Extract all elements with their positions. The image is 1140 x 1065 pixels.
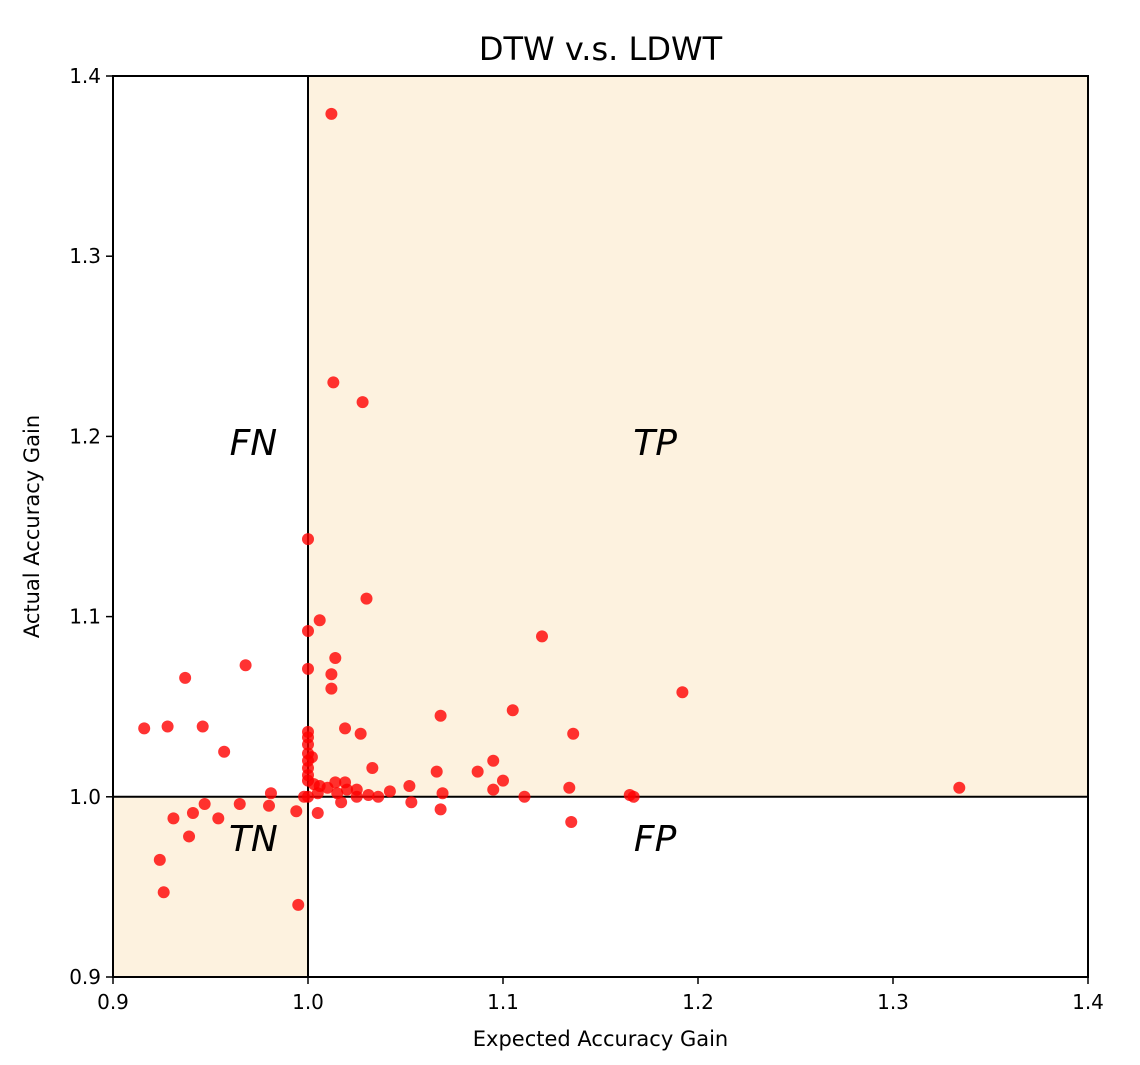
data-point (403, 779, 416, 792)
y-tick-label: 0.9 (69, 965, 101, 989)
data-point (430, 765, 443, 778)
data-point (212, 812, 225, 825)
data-point (354, 727, 367, 740)
data-point (331, 787, 344, 800)
data-point (186, 807, 199, 820)
x-tick-label: 1.1 (487, 990, 519, 1014)
shaded-region-2 (113, 796, 308, 977)
quadrant-label-tn: TN (229, 819, 278, 860)
data-point (383, 785, 396, 798)
data-point (372, 790, 385, 803)
data-point (325, 668, 338, 681)
data-point (311, 807, 324, 820)
x-tick-label: 1.4 (1072, 990, 1104, 1014)
data-point (290, 805, 303, 818)
data-point (329, 652, 342, 665)
data-point (239, 659, 252, 672)
data-point (497, 774, 509, 787)
data-point (167, 812, 180, 825)
data-point (471, 765, 484, 778)
data-point (434, 803, 447, 816)
data-point (302, 662, 314, 675)
data-points (138, 107, 966, 911)
quadrant-label-fp: FP (634, 819, 677, 860)
x-tick-label: 0.9 (97, 990, 129, 1014)
shaded-region-1 (308, 76, 1088, 797)
data-point (198, 798, 211, 811)
data-point (356, 396, 369, 409)
data-point (302, 625, 314, 638)
data-point (298, 790, 311, 803)
data-point (263, 799, 275, 812)
data-point (350, 790, 363, 803)
data-point (436, 787, 449, 800)
data-point (366, 761, 379, 774)
data-point (157, 886, 170, 899)
data-point (335, 796, 348, 809)
data-point (518, 790, 531, 803)
data-point (311, 787, 324, 800)
y-tick-label: 1.4 (69, 64, 101, 88)
data-point (292, 898, 305, 911)
y-tick-label: 1.2 (69, 424, 101, 448)
data-point (153, 853, 166, 866)
data-point (506, 704, 519, 717)
data-point (321, 781, 334, 794)
data-point (264, 787, 277, 800)
x-tick-label: 1.0 (292, 990, 324, 1014)
x-axis-title: Expected Accuracy Gain (473, 1027, 729, 1051)
quadrant-label-fn: FN (230, 423, 278, 464)
data-point (565, 816, 578, 829)
quadrant-label-tp: TP (633, 423, 677, 464)
shaded-regions (113, 76, 1088, 977)
data-point (138, 722, 151, 735)
data-point (302, 533, 314, 546)
data-point (405, 796, 418, 809)
quadrant-labels: FN TP TN FP (229, 423, 677, 860)
data-point (302, 738, 314, 751)
axis-ticks: 0.9 1.0 1.1 1.2 1.3 1.4 0.9 1.0 1.1 1.2 1.3 1.4 (69, 64, 1104, 1014)
data-point (487, 783, 500, 796)
data-point (563, 781, 576, 794)
data-point (327, 376, 340, 389)
chart-title: DTW v.s. LDWT (479, 30, 723, 68)
data-point (325, 107, 338, 120)
data-point (325, 682, 338, 695)
y-tick-label: 1.3 (69, 244, 101, 268)
data-point (341, 783, 353, 796)
y-tick-label: 1.0 (69, 785, 101, 809)
data-point (953, 781, 966, 794)
data-point (339, 722, 352, 735)
data-point (362, 788, 375, 801)
data-point (434, 709, 447, 722)
plot-frame (112, 75, 1089, 978)
data-point (360, 592, 373, 605)
data-point (313, 614, 326, 627)
data-point (196, 720, 209, 733)
data-point (627, 790, 640, 803)
x-tick-label: 1.3 (877, 990, 909, 1014)
data-point (233, 798, 246, 811)
data-point (487, 754, 500, 767)
data-point (161, 720, 174, 733)
y-tick-label: 1.1 (69, 605, 101, 629)
data-point (218, 745, 231, 758)
data-point (676, 686, 689, 699)
data-point (183, 830, 196, 843)
x-tick-label: 1.2 (682, 990, 714, 1014)
data-point (179, 671, 192, 684)
y-axis-title: Actual Accuracy Gain (20, 415, 44, 638)
data-point (567, 727, 580, 740)
data-point (536, 630, 548, 643)
